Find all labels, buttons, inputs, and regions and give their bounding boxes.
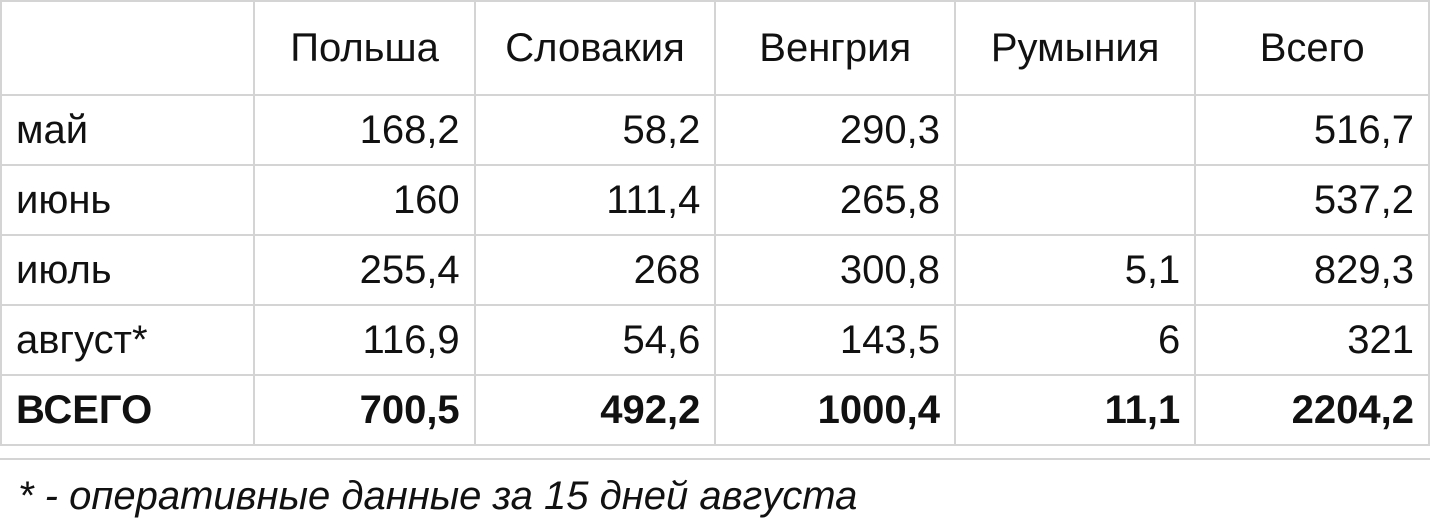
header-cell: Польша xyxy=(253,0,476,96)
cell: 268 xyxy=(473,234,717,306)
cell: 492,2 xyxy=(473,374,717,446)
cell: 700,5 xyxy=(253,374,476,446)
total-row: ВСЕГО 700,5 492,2 1000,4 11,1 2204,2 xyxy=(0,374,1430,446)
cell: 321 xyxy=(1194,304,1430,376)
row-label: ВСЕГО xyxy=(0,374,256,446)
header-cell: Словакия xyxy=(473,0,717,96)
cell: 6 xyxy=(954,304,1197,376)
table-row: май 168,2 58,2 290,3 516,7 xyxy=(0,94,1430,166)
cell: 143,5 xyxy=(714,304,957,376)
header-cell: Румыния xyxy=(954,0,1197,96)
row-label: май xyxy=(0,94,256,166)
cell: 516,7 xyxy=(1194,94,1430,166)
cell: 111,4 xyxy=(473,164,717,236)
cell: 1000,4 xyxy=(714,374,957,446)
cell: 2204,2 xyxy=(1194,374,1430,446)
data-table: Польша Словакия Венгрия Румыния Всего ма… xyxy=(0,0,1430,446)
row-label: июль xyxy=(0,234,256,306)
cell: 300,8 xyxy=(714,234,957,306)
cell: 537,2 xyxy=(1194,164,1430,236)
cell: 160 xyxy=(253,164,476,236)
table-row: июнь 160 111,4 265,8 537,2 xyxy=(0,164,1430,236)
cell: 11,1 xyxy=(954,374,1197,446)
cell xyxy=(954,164,1197,236)
row-label: июнь xyxy=(0,164,256,236)
footnote-row: * - оперативные данные за 15 дней август… xyxy=(0,458,1430,530)
cell: 5,1 xyxy=(954,234,1197,306)
cell: 829,3 xyxy=(1194,234,1430,306)
table-row: август* 116,9 54,6 143,5 6 321 xyxy=(0,304,1430,376)
table-row: июль 255,4 268 300,8 5,1 829,3 xyxy=(0,234,1430,306)
footnote: * - оперативные данные за 15 дней август… xyxy=(18,474,858,518)
cell: 54,6 xyxy=(473,304,717,376)
cell: 255,4 xyxy=(253,234,476,306)
header-cell xyxy=(0,0,256,96)
header-cell: Венгрия xyxy=(714,0,957,96)
cell: 290,3 xyxy=(714,94,957,166)
header-row: Польша Словакия Венгрия Румыния Всего xyxy=(0,0,1430,96)
row-label: август* xyxy=(0,304,256,376)
cell xyxy=(954,94,1197,166)
cell: 265,8 xyxy=(714,164,957,236)
header-cell: Всего xyxy=(1194,0,1430,96)
cell: 116,9 xyxy=(253,304,476,376)
cell: 58,2 xyxy=(473,94,717,166)
cell: 168,2 xyxy=(253,94,476,166)
